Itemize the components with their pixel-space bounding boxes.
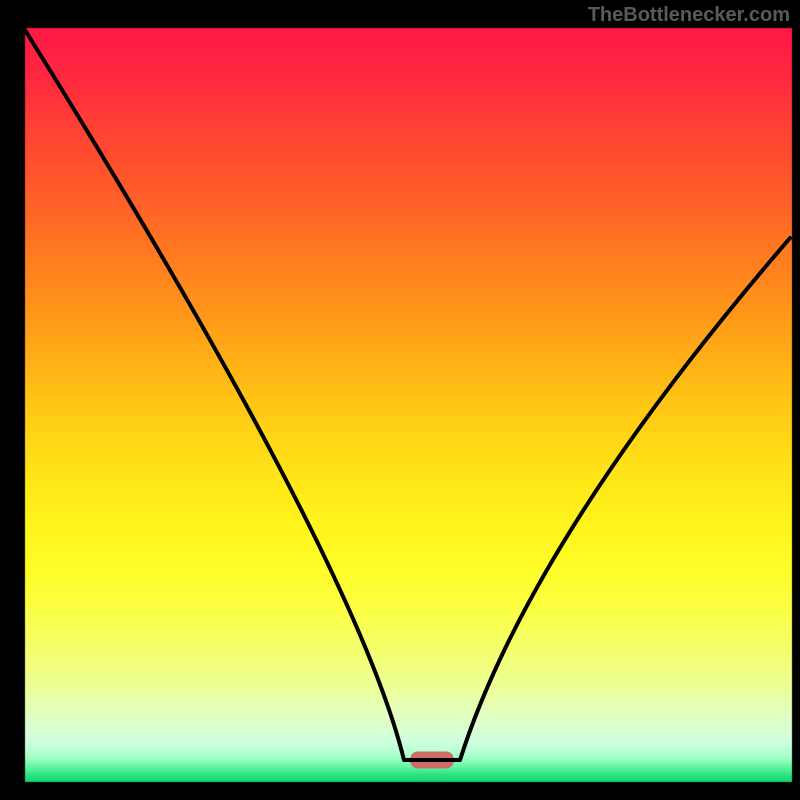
chart-stage: TheBottlenecker.com bbox=[0, 0, 800, 800]
watermark-text: TheBottlenecker.com bbox=[588, 4, 790, 27]
gradient-background bbox=[0, 0, 800, 800]
